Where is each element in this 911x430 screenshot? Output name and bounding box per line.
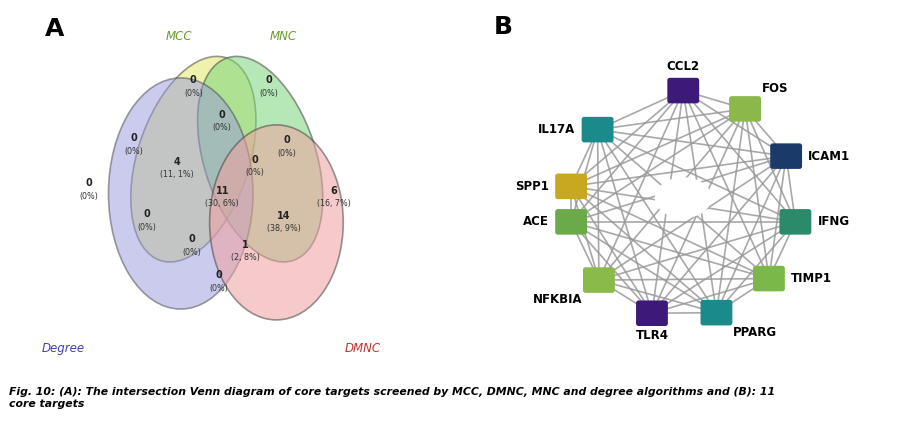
Text: 11: 11 — [216, 186, 229, 196]
Text: CCL2: CCL2 — [667, 60, 700, 74]
Text: 14: 14 — [277, 211, 291, 221]
Text: (0%): (0%) — [137, 223, 156, 232]
FancyBboxPatch shape — [583, 267, 615, 293]
FancyBboxPatch shape — [581, 117, 613, 142]
Ellipse shape — [131, 56, 256, 262]
Ellipse shape — [108, 78, 253, 309]
FancyBboxPatch shape — [770, 143, 802, 169]
Ellipse shape — [198, 56, 322, 262]
Text: 0: 0 — [86, 178, 92, 188]
Text: (0%): (0%) — [245, 169, 264, 178]
Text: DMNC: DMNC — [345, 342, 381, 355]
Text: PPARG: PPARG — [733, 326, 777, 339]
Text: IL17A: IL17A — [538, 123, 576, 136]
FancyBboxPatch shape — [555, 174, 587, 199]
Text: Fig. 10: (A): The intersection Venn diagram of core targets screened by MCC, DMN: Fig. 10: (A): The intersection Venn diag… — [9, 387, 775, 408]
FancyBboxPatch shape — [668, 78, 699, 103]
FancyBboxPatch shape — [753, 266, 785, 292]
Text: TLR4: TLR4 — [636, 329, 669, 342]
Text: (0%): (0%) — [79, 192, 98, 201]
FancyBboxPatch shape — [729, 96, 761, 122]
FancyBboxPatch shape — [780, 209, 812, 235]
Text: (0%): (0%) — [213, 123, 231, 132]
Text: TIMP1: TIMP1 — [791, 272, 832, 285]
Text: A: A — [46, 16, 65, 40]
Text: 0: 0 — [251, 155, 258, 165]
Text: (0%): (0%) — [182, 248, 201, 257]
Ellipse shape — [655, 177, 711, 218]
Text: (16, 7%): (16, 7%) — [317, 199, 351, 208]
Text: Degree: Degree — [42, 342, 85, 355]
Text: (0%): (0%) — [278, 148, 297, 157]
Text: (11, 1%): (11, 1%) — [160, 170, 194, 179]
Text: 6: 6 — [331, 186, 338, 196]
Text: (0%): (0%) — [124, 147, 143, 156]
Text: 0: 0 — [190, 75, 197, 86]
Text: 0: 0 — [266, 75, 272, 86]
Ellipse shape — [210, 125, 343, 320]
Text: 0: 0 — [219, 110, 226, 120]
Text: 1: 1 — [242, 240, 249, 250]
FancyBboxPatch shape — [555, 209, 587, 235]
Text: (0%): (0%) — [260, 89, 279, 98]
Text: (2, 8%): (2, 8%) — [231, 253, 261, 262]
Text: ICAM1: ICAM1 — [808, 150, 850, 163]
FancyBboxPatch shape — [701, 300, 732, 326]
Text: FOS: FOS — [762, 83, 788, 95]
Text: (30, 6%): (30, 6%) — [205, 199, 239, 208]
Text: (0%): (0%) — [210, 284, 228, 293]
FancyBboxPatch shape — [636, 301, 668, 326]
Text: ACE: ACE — [523, 215, 549, 228]
Text: SPP1: SPP1 — [516, 180, 549, 193]
Text: (38, 9%): (38, 9%) — [267, 224, 301, 233]
Text: 0: 0 — [130, 133, 138, 143]
Text: MCC: MCC — [166, 30, 192, 43]
Text: MNC: MNC — [270, 30, 297, 43]
Text: 0: 0 — [284, 135, 291, 145]
Text: (0%): (0%) — [184, 89, 203, 98]
Text: 4: 4 — [174, 157, 180, 167]
Text: NFKBIA: NFKBIA — [533, 293, 582, 307]
Text: B: B — [494, 15, 513, 39]
Text: 0: 0 — [143, 209, 149, 219]
Text: 0: 0 — [189, 234, 195, 244]
Text: 0: 0 — [215, 270, 222, 280]
Text: IFNG: IFNG — [817, 215, 850, 228]
